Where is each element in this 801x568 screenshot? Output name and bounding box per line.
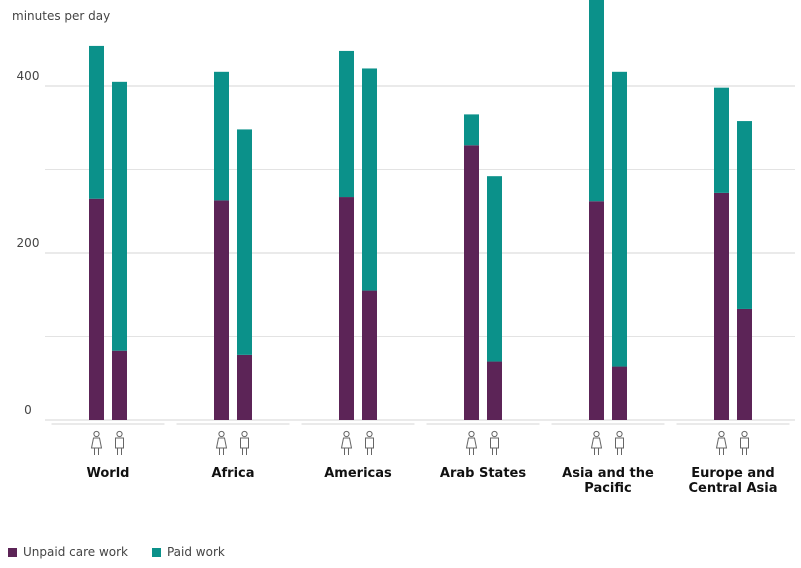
legend-label-unpaid: Unpaid care work	[23, 545, 128, 559]
bar-segment	[339, 197, 354, 420]
bar-segment	[339, 50, 354, 198]
bar-segment	[589, 0, 604, 202]
stacked-bar-chart: minutes per day 0 200 400 World Africa Ameri…	[12, 0, 795, 496]
male-icon	[615, 430, 624, 455]
male-icon	[365, 430, 374, 455]
female-icon	[715, 430, 728, 455]
bar-segment	[214, 71, 229, 201]
bar-segment	[464, 114, 479, 146]
x-category-label: Europe and Central Asia	[688, 466, 777, 496]
bar-segment	[487, 361, 502, 420]
female-icon	[465, 430, 478, 455]
legend-label-paid: Paid work	[166, 545, 225, 559]
female-icon	[590, 430, 603, 455]
bar-segment	[737, 121, 752, 309]
x-category-label: Africa	[211, 466, 254, 481]
female-icon	[215, 430, 228, 455]
female-icon	[340, 430, 353, 455]
male-icon	[740, 430, 749, 455]
bar-segment	[612, 366, 627, 420]
female-icon	[90, 430, 103, 455]
bar-segment	[237, 129, 252, 355]
category-labels: World Africa Americas Arab States Asia and t…	[87, 466, 778, 496]
x-category-label: Americas	[324, 466, 392, 481]
bar-segment	[89, 45, 104, 199]
bar-segment	[714, 192, 729, 420]
bar-segment	[464, 145, 479, 420]
legend-swatch-unpaid	[8, 547, 17, 557]
bar-segment	[89, 198, 104, 420]
legend-item-paid: Paid work	[151, 545, 225, 559]
male-icon	[490, 430, 499, 455]
bar-segment	[487, 176, 502, 362]
y-tick-label: 200	[17, 236, 40, 250]
legend-item-unpaid: Unpaid care work	[8, 545, 128, 559]
x-category-label: Asia and the Pacific	[562, 466, 654, 496]
gridlines: 0 200 400	[17, 69, 795, 425]
bar-segment	[589, 201, 604, 420]
y-axis-label: minutes per day	[12, 9, 110, 23]
gender-icons	[90, 430, 749, 455]
bar-segment	[112, 81, 127, 351]
legend: Unpaid care work Paid work	[8, 545, 225, 559]
bar-segment	[714, 87, 729, 193]
bar-segment	[737, 308, 752, 420]
male-icon	[240, 430, 249, 455]
bar-segment	[612, 71, 627, 367]
bars	[89, 0, 752, 420]
bar-segment	[362, 68, 377, 291]
bar-segment	[237, 354, 252, 420]
x-category-label: World	[87, 466, 130, 481]
bar-segment	[112, 350, 127, 420]
legend-swatch-paid	[151, 547, 161, 557]
bar-segment	[214, 200, 229, 420]
y-tick-label: 400	[17, 69, 40, 83]
x-category-label: Arab States	[440, 466, 526, 481]
y-tick-label: 0	[24, 403, 32, 417]
bar-segment	[362, 290, 377, 420]
male-icon	[115, 430, 124, 455]
